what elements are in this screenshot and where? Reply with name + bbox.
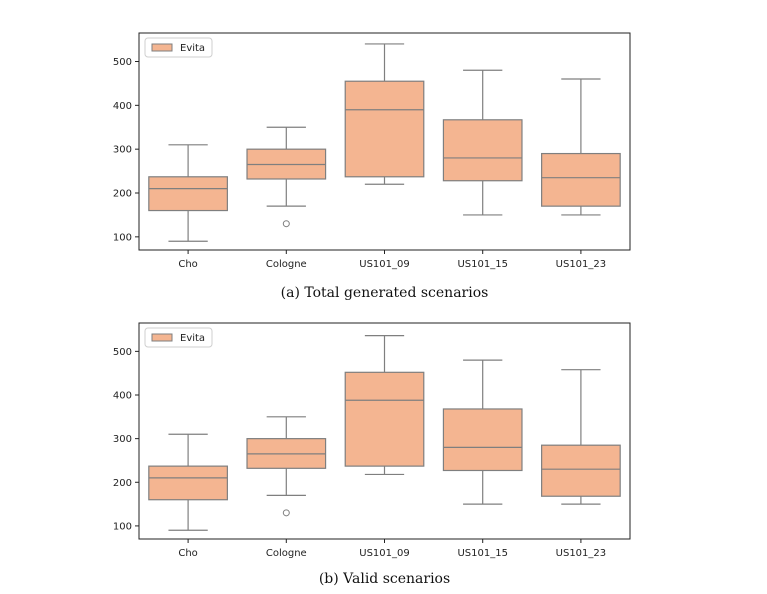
box-US101_15 <box>442 69 523 216</box>
y-tick-label: 200 <box>113 478 132 489</box>
y-tick-label: 200 <box>113 189 132 200</box>
outlier-point <box>282 220 290 228</box>
x-tick-label: Cho <box>178 548 197 559</box>
box-iqr <box>442 408 523 472</box>
y-tick-label: 500 <box>113 57 132 68</box>
legend-swatch <box>151 333 173 342</box>
box-iqr <box>344 80 425 178</box>
x-tick-label: US101_09 <box>359 259 409 270</box>
x-tick-label: US101_15 <box>457 259 507 270</box>
box-Cho <box>148 144 228 242</box>
box-US101_15 <box>442 359 523 505</box>
box-iqr <box>541 444 621 497</box>
legend-label: Evita <box>180 333 205 344</box>
chart-a: 100 200 300 400 500 Cho Cologne US101_09 US101_1… <box>113 32 631 301</box>
box-US101_23 <box>541 369 621 505</box>
y-tick-label: 500 <box>113 347 132 358</box>
box-Cologne <box>246 416 327 517</box>
chart-b: 100 200 300 400 500 Cho Cologne US101_09 US101_1… <box>113 322 631 587</box>
box-iqr <box>148 176 228 212</box>
legend: Evita <box>144 327 213 348</box>
x-tick-label: Cologne <box>266 548 307 559</box>
legend-frame <box>144 37 213 58</box>
figure-caption: (a) Total generated scenarios <box>281 285 489 301</box>
legend: Evita <box>144 37 213 58</box>
y-tick-label: 300 <box>113 434 132 445</box>
legend-swatch <box>151 43 173 52</box>
outlier-point <box>282 509 290 517</box>
box-Cologne <box>246 126 327 228</box>
x-tick-label: Cho <box>178 259 197 270</box>
box-US101_09 <box>344 43 425 185</box>
x-tick-label: US101_23 <box>556 259 606 270</box>
y-tick-label: 300 <box>113 145 132 156</box>
box-iqr <box>541 152 621 207</box>
box-iqr <box>442 119 523 182</box>
box-US101_09 <box>344 335 425 476</box>
y-tick-label: 100 <box>113 521 132 532</box>
legend-label: Evita <box>180 43 205 54</box>
x-tick-label: Cologne <box>266 259 307 270</box>
box-iqr <box>148 465 228 501</box>
figure-caption: (b) Valid scenarios <box>319 571 450 587</box>
y-tick-label: 100 <box>113 232 132 243</box>
legend-frame <box>144 327 213 348</box>
x-tick-label: US101_15 <box>457 548 507 559</box>
x-tick-label: US101_23 <box>556 548 606 559</box>
y-tick-label: 400 <box>113 391 132 402</box>
y-tick-label: 400 <box>113 101 132 112</box>
box-US101_23 <box>541 78 621 216</box>
x-tick-label: US101_09 <box>359 548 409 559</box>
box-iqr <box>344 371 425 467</box>
box-Cho <box>148 433 228 531</box>
